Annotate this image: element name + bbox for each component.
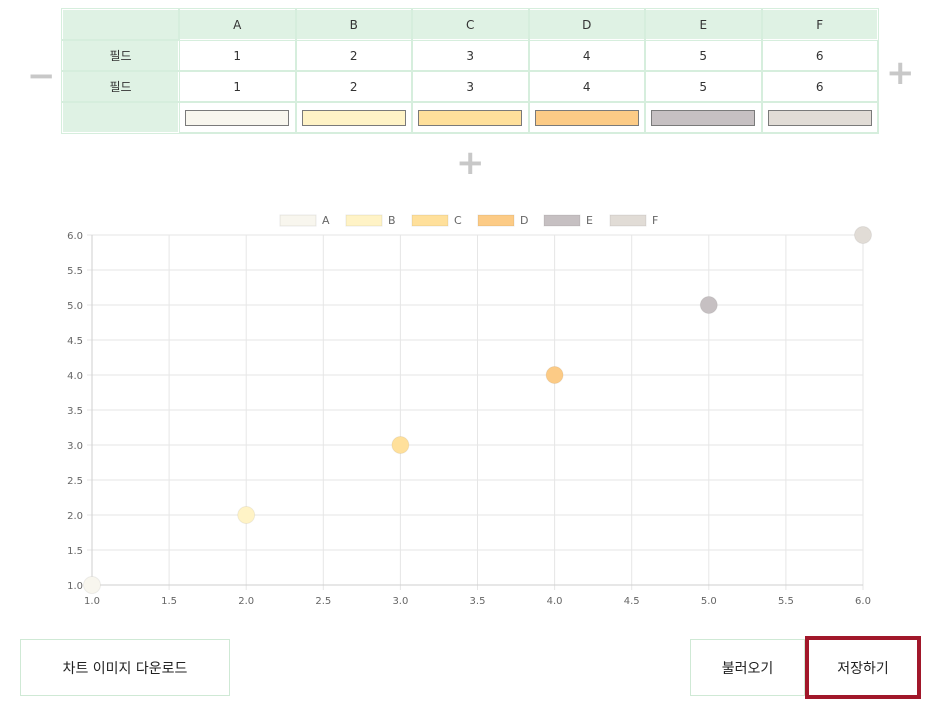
color-swatch[interactable] — [418, 109, 523, 126]
y-tick-label: 5.5 — [67, 266, 83, 277]
x-tick-label: 1.5 — [161, 596, 177, 607]
legend-label: C — [454, 214, 462, 227]
legend-label: F — [652, 214, 658, 227]
y-tick-label: 2.0 — [67, 511, 83, 522]
color-swatch[interactable] — [767, 109, 872, 126]
y-tick-label: 1.0 — [67, 581, 83, 592]
x-tick-label: 1.0 — [84, 596, 100, 607]
table-corner-cell — [61, 8, 180, 41]
swatch-cell — [760, 101, 879, 134]
scatter-chart: 1.0 1.5 2.0 2.5 3.0 3.5 4.0 4.5 5.0 5.5 6.0 1.0 1.5 2… — [67, 214, 872, 607]
table-cell[interactable]: 4 — [527, 70, 646, 103]
legend-label: D — [520, 214, 528, 227]
x-tick-label: 4.0 — [547, 596, 563, 607]
color-swatch[interactable] — [534, 109, 639, 126]
table-cell[interactable]: 5 — [644, 70, 763, 103]
column-header[interactable]: E — [644, 8, 763, 41]
color-swatch[interactable] — [301, 109, 406, 126]
y-tick-label: 5.0 — [67, 301, 83, 312]
y-tick-label: 4.0 — [67, 371, 83, 382]
swatch-cell — [411, 101, 530, 134]
y-tick-label: 3.0 — [67, 441, 83, 452]
load-button[interactable]: 불러오기 — [690, 639, 805, 696]
legend-swatch — [279, 214, 317, 227]
table-row: 필드 1 2 3 4 5 6 — [61, 39, 879, 72]
add-row-button[interactable]: + — [456, 143, 485, 183]
table-cell[interactable]: 2 — [294, 70, 413, 103]
table-row: 필드 1 2 3 4 5 6 — [61, 70, 879, 103]
legend-label: E — [586, 214, 593, 227]
y-tick-label: 3.5 — [67, 406, 83, 417]
remove-row-button[interactable]: − — [27, 56, 56, 96]
table-cell[interactable]: 4 — [527, 39, 646, 72]
data-point — [237, 506, 256, 524]
legend-label: A — [322, 214, 330, 227]
x-tick-label: 2.0 — [238, 596, 254, 607]
add-column-button[interactable]: + — [886, 53, 915, 93]
x-tick-label: 3.5 — [470, 596, 486, 607]
legend-swatch — [609, 214, 647, 227]
column-header[interactable]: C — [411, 8, 530, 41]
swatch-cell — [644, 101, 763, 134]
table-cell[interactable]: 2 — [294, 39, 413, 72]
data-point — [699, 296, 718, 314]
table-cell[interactable]: 1 — [178, 39, 297, 72]
color-swatch[interactable] — [651, 109, 756, 126]
table-cell[interactable]: 6 — [760, 70, 879, 103]
column-header[interactable]: A — [178, 8, 297, 41]
legend-swatch — [477, 214, 515, 227]
swatch-cell — [527, 101, 646, 134]
table-cell[interactable]: 3 — [411, 70, 530, 103]
y-tick-label: 6.0 — [67, 231, 83, 242]
data-point — [854, 226, 872, 244]
x-tick-label: 5.0 — [701, 596, 717, 607]
column-header[interactable]: F — [760, 8, 879, 41]
data-point — [83, 576, 101, 594]
legend-swatch — [543, 214, 581, 227]
legend-label: B — [388, 214, 396, 227]
legend-swatch — [411, 214, 449, 227]
download-chart-image-button[interactable]: 차트 이미지 다운로드 — [20, 639, 230, 696]
table-cell[interactable]: 1 — [178, 70, 297, 103]
y-tick-label: 1.5 — [67, 546, 83, 557]
swatch-cell — [294, 101, 413, 134]
y-tick-label: 2.5 — [67, 476, 83, 487]
row-header[interactable]: 필드 — [61, 70, 180, 103]
x-tick-label: 2.5 — [315, 596, 331, 607]
save-button[interactable]: 저장하기 — [805, 636, 921, 699]
row-header[interactable]: 필드 — [61, 39, 180, 72]
swatch-row-header — [61, 101, 180, 134]
table-cell[interactable]: 6 — [760, 39, 879, 72]
data-table: A B C D E F 필드 1 2 3 4 5 6 필드 1 2 3 — [61, 8, 879, 134]
column-header[interactable]: B — [294, 8, 413, 41]
x-tick-label: 5.5 — [778, 596, 794, 607]
x-tick-label: 3.0 — [392, 596, 408, 607]
legend-swatch — [345, 214, 383, 227]
table-header-row: A B C D E F — [61, 8, 879, 41]
x-tick-label: 6.0 — [855, 596, 871, 607]
data-point — [545, 366, 564, 384]
color-swatch[interactable] — [185, 109, 290, 126]
table-cell[interactable]: 3 — [411, 39, 530, 72]
y-tick-label: 4.5 — [67, 336, 83, 347]
color-swatch-row — [61, 101, 879, 134]
table-cell[interactable]: 5 — [644, 39, 763, 72]
data-point — [391, 436, 410, 454]
swatch-cell — [178, 101, 297, 134]
column-header[interactable]: D — [527, 8, 646, 41]
x-tick-label: 4.5 — [624, 596, 640, 607]
